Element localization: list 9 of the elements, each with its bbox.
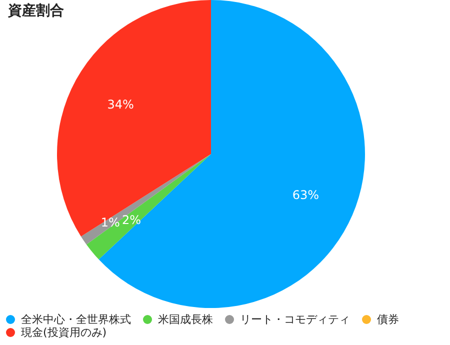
chart-title: 資産割合 — [8, 2, 64, 20]
legend-label: 米国成長株 — [158, 313, 213, 326]
legend-label: 現金(投資用のみ) — [21, 326, 107, 339]
legend-label: リート・コモディティ — [240, 313, 350, 326]
data-label: 34% — [107, 97, 134, 112]
data-label: 63% — [292, 188, 320, 202]
legend-label: 債券 — [377, 313, 399, 326]
legend-label: 全米中心・全世界株式 — [21, 313, 131, 326]
data-label: 2% — [122, 212, 142, 227]
